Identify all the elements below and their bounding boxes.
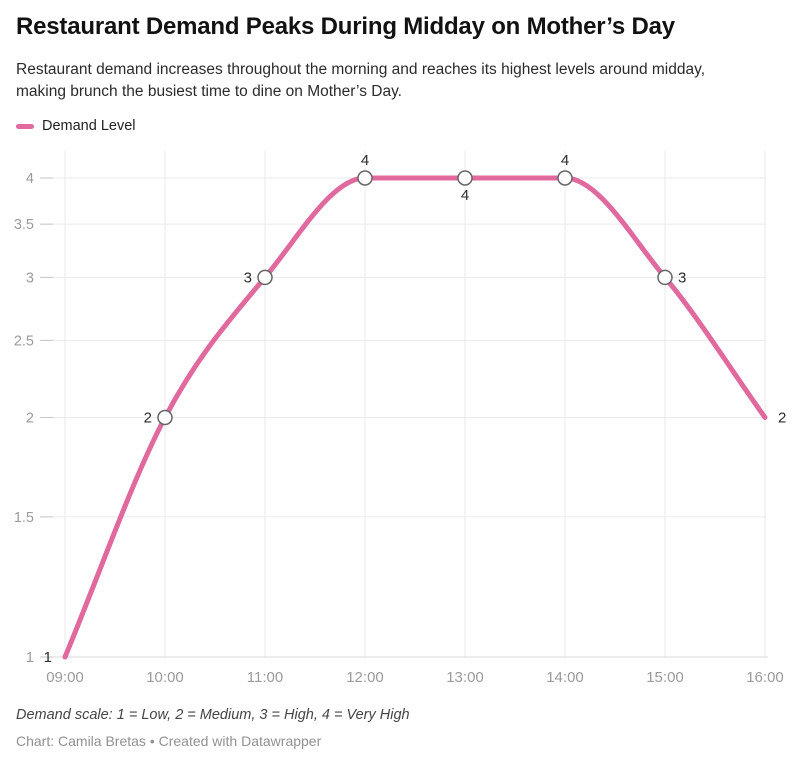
data-point-label: 3 <box>244 269 252 286</box>
footer-note: Demand scale: 1 = Low, 2 = Medium, 3 = H… <box>16 707 410 723</box>
x-tick-label: 16:00 <box>746 669 784 686</box>
y-tick-label: 2 <box>26 411 34 427</box>
data-point-label: 4 <box>561 152 569 169</box>
legend-label: Demand Level <box>42 118 136 134</box>
data-point-label: 4 <box>361 152 369 169</box>
x-tick-label: 11:00 <box>247 669 283 686</box>
x-tick-label: 15:00 <box>646 669 684 686</box>
x-tick-label: 12:00 <box>346 669 384 686</box>
data-point-marker <box>657 269 673 286</box>
x-tick-label: 13:00 <box>446 669 484 686</box>
data-point-label: 3 <box>678 269 686 286</box>
data-point-label: 4 <box>461 187 469 204</box>
y-tick-label: 1.5 <box>14 510 34 526</box>
data-point-marker <box>457 170 473 186</box>
data-point-marker <box>157 409 173 426</box>
legend: Demand Level <box>16 118 136 134</box>
y-tick-label: 1 <box>26 650 34 666</box>
y-tick-label: 3.5 <box>14 217 34 233</box>
x-tick-label: 10:00 <box>146 669 184 686</box>
footer-credit: Chart: Camila Bretas • Created with Data… <box>16 733 322 749</box>
legend-line-swatch-icon <box>16 123 34 129</box>
page-title: Restaurant Demand Peaks During Midday on… <box>16 13 675 40</box>
y-tick-label: 4 <box>26 171 34 187</box>
data-point-label: 2 <box>144 410 152 427</box>
data-point-marker <box>557 170 573 186</box>
y-tick-label: 2.5 <box>14 333 34 349</box>
chart-svg: 09:00 10:00 11:00 12:00 13:00 14:00 15:00 16:00… <box>14 151 786 686</box>
data-point-marker <box>357 170 373 186</box>
data-point-label: 2 <box>778 410 786 427</box>
line-chart: 09:00 10:00 11:00 12:00 13:00 14:00 15:00 16:00… <box>0 145 800 710</box>
data-point-label: 1 <box>44 649 52 666</box>
x-tick-label: 09:00 <box>46 669 84 686</box>
y-tick-label: 3 <box>26 270 34 286</box>
page-subtitle: Restaurant demand increases throughout t… <box>16 61 706 100</box>
x-tick-label: 14:00 <box>546 669 584 686</box>
data-point-marker <box>257 269 273 286</box>
